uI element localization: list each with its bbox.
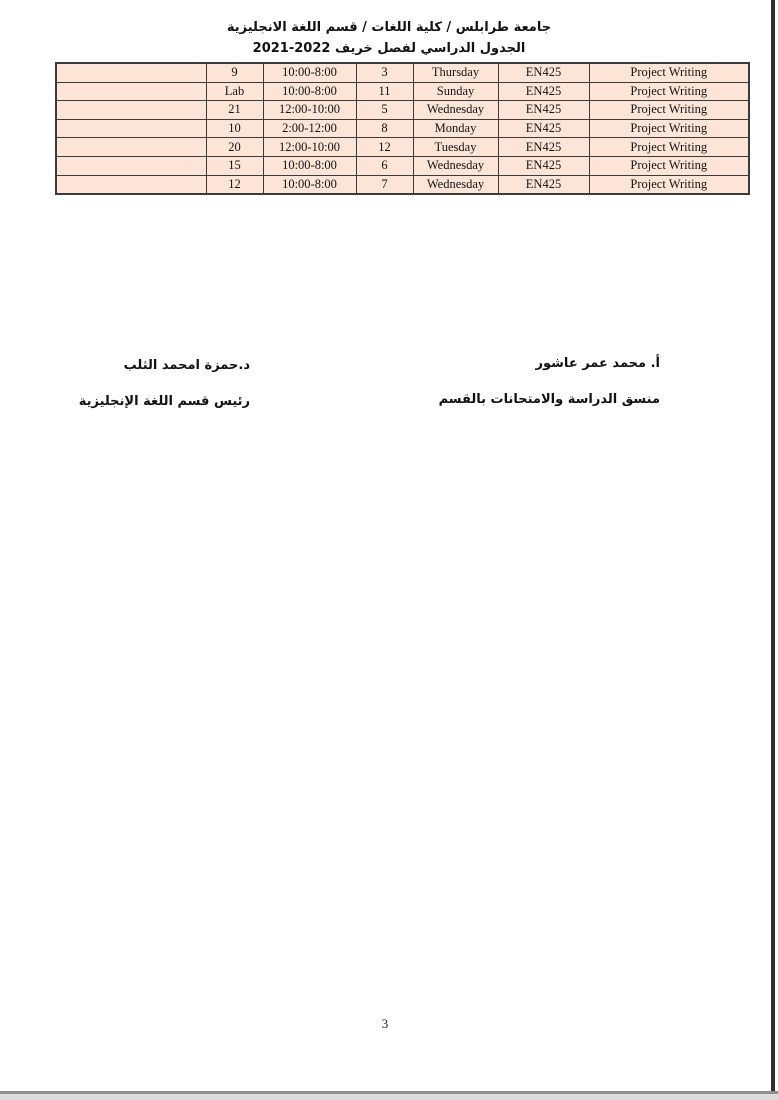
notes-cell [55, 62, 207, 83]
course-title-cell: Project Writing [588, 100, 750, 120]
notes-cell [55, 174, 207, 195]
section-cell: 7 [355, 174, 414, 195]
course-code-cell: EN425 [497, 174, 590, 195]
room-cell: 10 [205, 118, 264, 139]
coordinator-signature-block: أ. محمد عمر عاشور منسق الدراسة والامتحان… [439, 356, 660, 407]
room-cell: Lab [205, 81, 264, 102]
course-code-cell: EN425 [497, 137, 590, 157]
coordinator-name: أ. محمد عمر عاشور [535, 356, 660, 371]
table-row: 15 10:00-8:00 6 Wednesday EN425 Project … [55, 155, 750, 176]
section-cell: 8 [355, 118, 414, 139]
section-cell: 11 [355, 81, 414, 102]
time-cell: 12:00-10:00 [262, 137, 357, 157]
table-row: 21 12:00-10:00 5 Wednesday EN425 Project… [55, 100, 750, 120]
room-cell: 20 [205, 137, 264, 157]
course-title-cell: Project Writing [588, 118, 750, 139]
course-code-cell: EN425 [497, 118, 590, 139]
course-code-cell: EN425 [497, 155, 590, 176]
course-title-cell: Project Writing [588, 62, 750, 83]
day-cell: Wednesday [412, 174, 499, 195]
notes-cell [55, 155, 207, 176]
page-number: 3 [381, 1016, 389, 1031]
room-cell: 9 [205, 62, 264, 83]
header-schedule-title-line: الجدول الدراسي لفصل خريف 2022-2021 [252, 41, 526, 56]
table-row: Lab 10:00-8:00 11 Sunday EN425 Project W… [55, 81, 750, 102]
table-row: 20 12:00-10:00 12 Tuesday EN425 Project … [55, 137, 750, 157]
section-cell: 6 [355, 155, 414, 176]
room-cell: 15 [205, 155, 264, 176]
day-cell: Sunday [412, 81, 499, 102]
scan-edge-bottom-fill [0, 1094, 778, 1100]
schedule-table: 9 10:00-8:00 3 Thursday EN425 Project Wr… [55, 62, 750, 196]
scan-edge-right [771, 0, 775, 1092]
course-title-cell: Project Writing [588, 174, 750, 195]
document-header: جامعة طرابلس / كلية اللغات / قسم اللغة ا… [0, 17, 778, 59]
notes-cell [55, 100, 207, 120]
table-row: 10 2:00-12:00 8 Monday EN425 Project Wri… [55, 118, 750, 139]
time-cell: 2:00-12:00 [262, 118, 357, 139]
room-cell: 12 [205, 174, 264, 195]
course-title-cell: Project Writing [588, 137, 750, 157]
time-cell: 10:00-8:00 [262, 62, 357, 83]
day-cell: Wednesday [412, 100, 499, 120]
department-head-signature-block: د.حمزة امحمد الثلب رئيس قسم اللغة الإنجل… [79, 358, 250, 409]
section-cell: 5 [355, 100, 414, 120]
day-cell: Thursday [412, 62, 499, 83]
time-cell: 12:00-10:00 [262, 100, 357, 120]
notes-cell [55, 81, 207, 102]
section-cell: 12 [355, 137, 414, 157]
course-title-cell: Project Writing [588, 81, 750, 102]
room-cell: 21 [205, 100, 264, 120]
table-row: 12 10:00-8:00 7 Wednesday EN425 Project … [55, 174, 750, 195]
course-title-cell: Project Writing [588, 155, 750, 176]
day-cell: Tuesday [412, 137, 499, 157]
coordinator-title: منسق الدراسة والامتحانات بالقسم [438, 392, 660, 407]
course-code-cell: EN425 [497, 62, 590, 83]
time-cell: 10:00-8:00 [262, 81, 357, 102]
day-cell: Wednesday [412, 155, 499, 176]
department-head-name: د.حمزة امحمد الثلب [123, 358, 250, 373]
time-cell: 10:00-8:00 [262, 174, 357, 195]
scan-edge-bottom-line [0, 1091, 778, 1094]
header-institution-line: جامعة طرابلس / كلية اللغات / قسم اللغة ا… [226, 20, 552, 35]
notes-cell [55, 137, 207, 157]
time-cell: 10:00-8:00 [262, 155, 357, 176]
section-cell: 3 [355, 62, 414, 83]
table-row: 9 10:00-8:00 3 Thursday EN425 Project Wr… [55, 62, 750, 83]
course-code-cell: EN425 [497, 100, 590, 120]
course-code-cell: EN425 [497, 81, 590, 102]
notes-cell [55, 118, 207, 139]
department-head-title: رئيس قسم اللغة الإنجليزية [78, 394, 250, 409]
day-cell: Monday [412, 118, 499, 139]
